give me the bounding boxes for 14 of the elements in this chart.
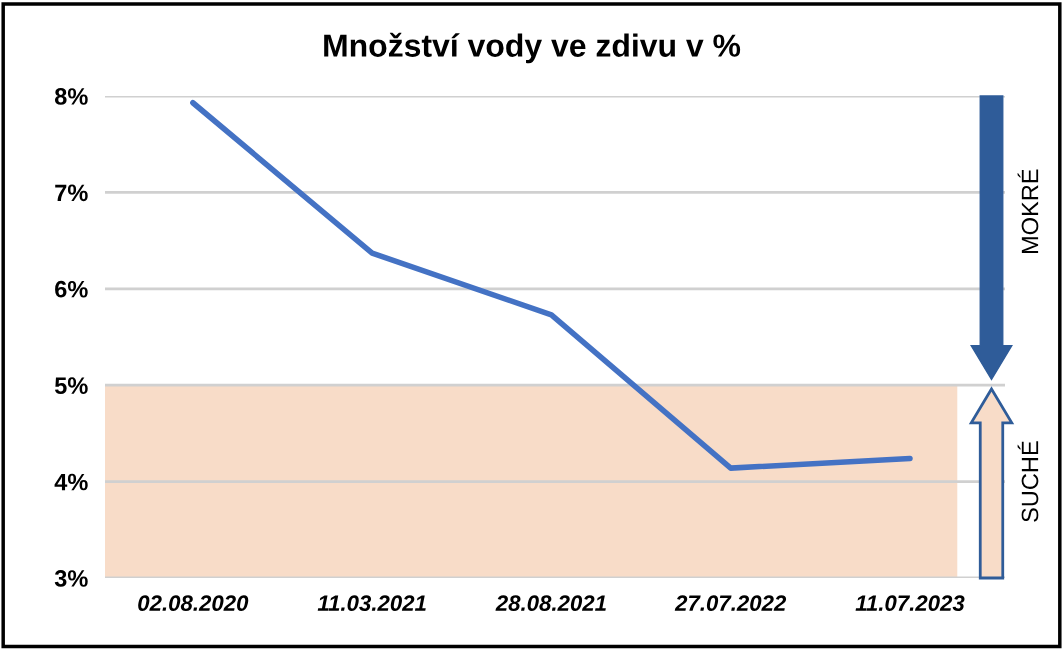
x-tick-label: 28.08.2021 bbox=[495, 595, 606, 611]
y-tick-label: 4% bbox=[54, 473, 88, 491]
y-tick-label: 3% bbox=[54, 570, 88, 587]
x-tick-label: 02.08.2020 bbox=[138, 595, 249, 611]
x-tick-label: 11.03.2021 bbox=[317, 595, 426, 611]
x-tick-label: 27.07.2022 bbox=[674, 595, 787, 611]
band-label: SUCHÉ bbox=[1017, 441, 1039, 522]
chart-title: Množství vody ve zdivu v % bbox=[324, 32, 741, 64]
text: MOKRÉ bbox=[1017, 169, 1039, 254]
y-tick-label: 6% bbox=[55, 280, 88, 298]
y-tick-label: 8% bbox=[54, 88, 88, 105]
y-tick-label: 5% bbox=[54, 377, 88, 394]
x-tick-label: 11.07.2023 bbox=[855, 595, 965, 611]
y-tick-label: 7% bbox=[55, 184, 88, 202]
